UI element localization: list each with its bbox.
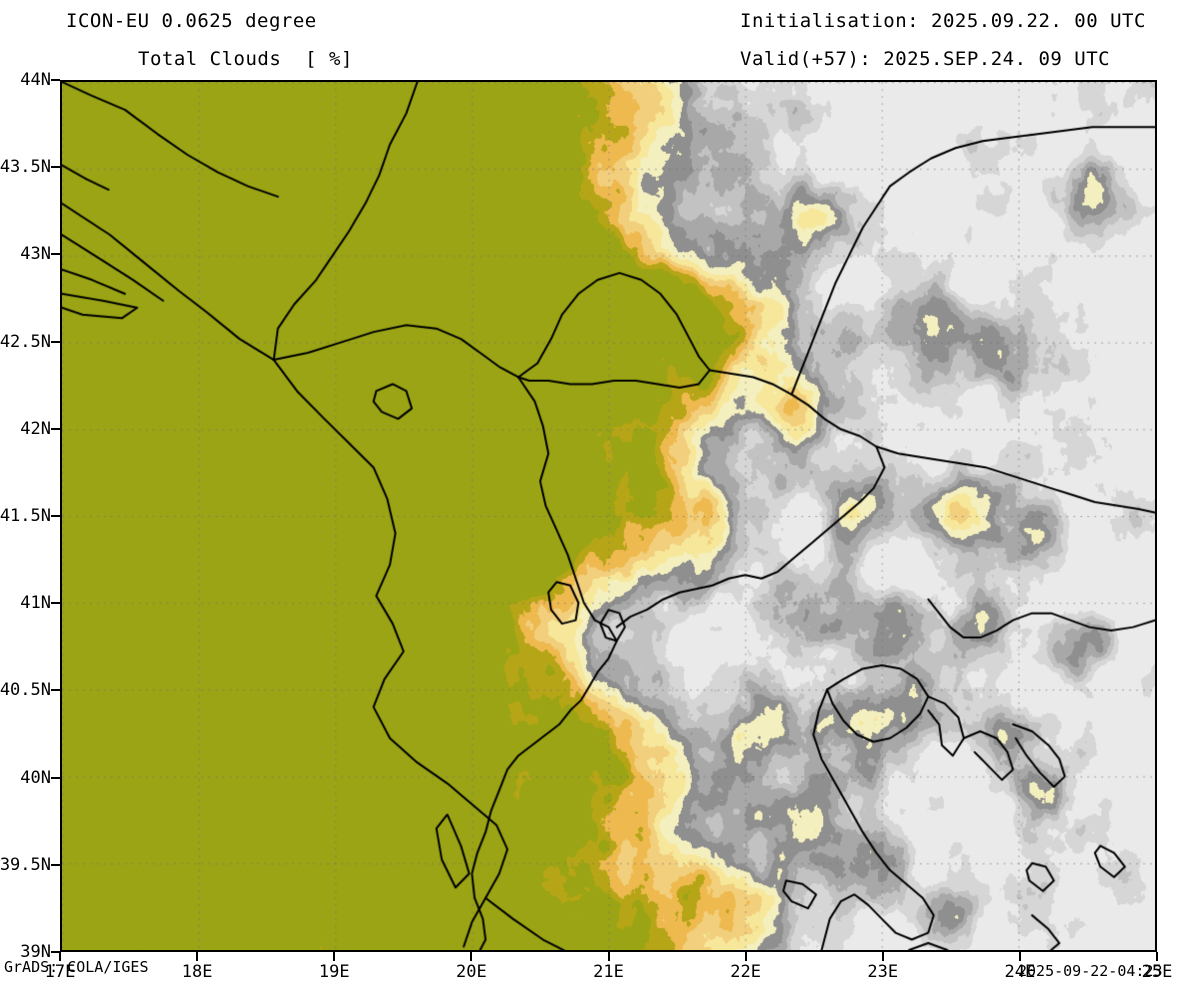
y-tick xyxy=(51,951,60,953)
x-axis-label: 17E xyxy=(44,962,76,982)
x-axis-label: 18E xyxy=(181,962,213,982)
x-axis-label: 19E xyxy=(318,962,350,982)
x-axis-label: 25E xyxy=(1141,962,1173,982)
title-model: ICON-EU 0.0625 degree xyxy=(66,10,317,32)
x-tick xyxy=(607,952,610,961)
x-tick xyxy=(196,952,199,961)
x-axis-label: 22E xyxy=(730,962,761,982)
y-tick xyxy=(51,863,60,866)
y-axis-label: 42.5N xyxy=(0,331,51,352)
x-axis-label: 21E xyxy=(593,962,624,982)
x-tick xyxy=(59,952,61,961)
y-tick xyxy=(51,340,60,343)
y-axis-label: 40N xyxy=(20,767,51,788)
y-axis-label: 41N xyxy=(20,593,51,614)
y-tick xyxy=(51,515,60,517)
initialisation-line: Initialisation: 2025.09.22. 00 UTC xyxy=(740,10,1146,32)
y-tick xyxy=(51,776,60,779)
x-axis-label: 23E xyxy=(867,962,899,982)
y-axis-label: 42N xyxy=(20,418,51,439)
y-axis-label: 43.5N xyxy=(0,157,51,178)
x-axis-label: 24E xyxy=(1004,962,1036,982)
y-axis-label: 43N xyxy=(20,244,51,265)
map-plot-frame[interactable] xyxy=(60,80,1157,952)
valid-time-line: Valid(+57): 2025.SEP.24. 09 UTC xyxy=(740,48,1111,70)
y-axis-label: 39.5N xyxy=(0,854,51,875)
y-axis-label: 39N xyxy=(20,942,51,962)
y-tick xyxy=(51,166,60,169)
title-field: Total Clouds [ %] xyxy=(138,48,353,70)
x-tick xyxy=(744,952,747,961)
y-tick xyxy=(51,79,60,81)
generation-timestamp: 2025-09-22-04:23 xyxy=(1018,962,1163,980)
y-tick xyxy=(51,253,60,256)
x-tick xyxy=(470,952,473,961)
y-axis-label: 44N xyxy=(20,70,51,90)
y-axis-label: 40.5N xyxy=(0,680,51,701)
y-axis-label: 41.5N xyxy=(0,506,51,526)
x-axis-label: 20E xyxy=(456,962,487,982)
y-tick xyxy=(51,602,60,605)
x-tick xyxy=(1156,952,1158,961)
grads-credit: GrADS: COLA/IGES xyxy=(4,958,149,976)
y-tick xyxy=(51,689,60,692)
cloud-cover-contour-map xyxy=(62,82,1155,950)
x-tick xyxy=(881,952,884,961)
x-tick xyxy=(1018,952,1021,961)
y-tick xyxy=(51,427,60,430)
x-tick xyxy=(333,952,336,961)
